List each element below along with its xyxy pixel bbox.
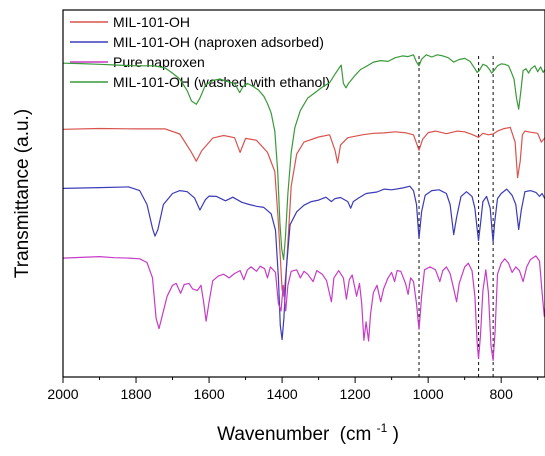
x-axis-ticks: 2000 1800 1600 1400 1200 1000 800	[47, 377, 539, 402]
x-tick-label: 1400	[267, 386, 298, 402]
x-axis-title-unit-prefix: (cm	[340, 424, 372, 445]
x-tick-label: 1800	[120, 386, 151, 402]
series-line	[62, 54, 545, 261]
plot-frame	[62, 9, 545, 378]
x-axis-title-unit-suffix: )	[393, 424, 399, 445]
series-line	[62, 255, 545, 362]
legend-label: MIL-101-OH (washed with ethanol)	[113, 74, 330, 90]
legend-label: Pure naproxen	[113, 54, 205, 70]
legend-label: MIL-101-OH (naproxen adsorbed)	[113, 34, 324, 50]
x-tick-label: 1200	[340, 386, 371, 402]
x-axis-title: Wavenumber (cm -1 )	[217, 416, 399, 445]
reference-lines	[418, 56, 494, 377]
x-tick-label: 1000	[413, 386, 444, 402]
x-tick-label: 2000	[47, 386, 78, 402]
legend: MIL-101-OH MIL-101-OH (naproxen adsorbed)…	[70, 14, 330, 90]
x-tick-label: 1600	[193, 386, 224, 402]
legend-label: MIL-101-OH	[113, 14, 190, 30]
y-axis-title: Transmittance (a.u.)	[12, 109, 33, 278]
series-layer	[62, 54, 545, 362]
x-axis-title-main: Wavenumber	[217, 424, 330, 445]
series-line	[62, 185, 545, 341]
x-axis-title-unit-exp: -1	[377, 421, 388, 435]
series-line	[62, 126, 545, 297]
x-tick-label: 800	[490, 386, 514, 402]
